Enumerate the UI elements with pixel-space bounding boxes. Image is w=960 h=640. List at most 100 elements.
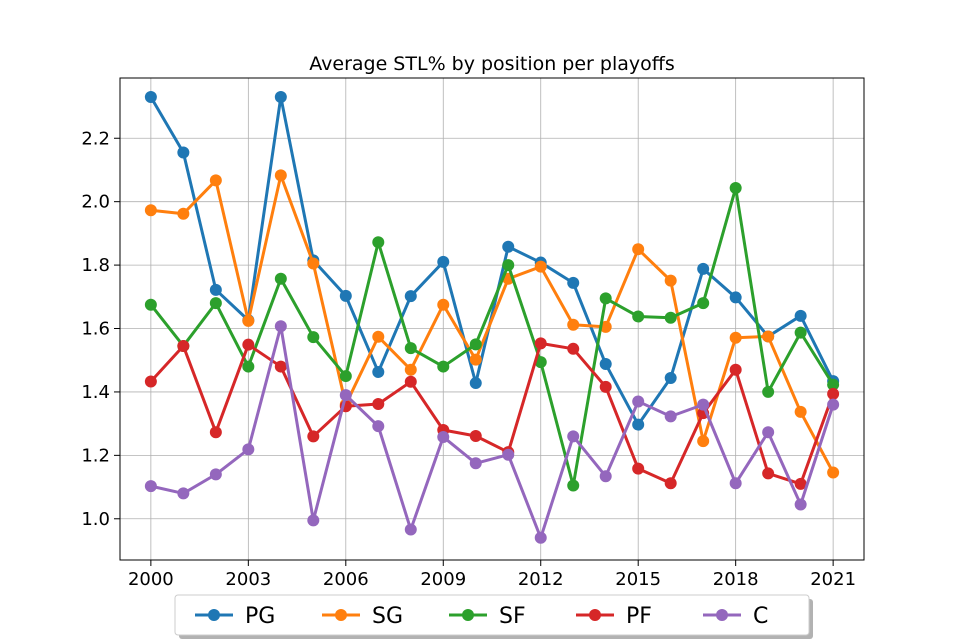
data-point [274, 320, 287, 333]
data-point [632, 395, 645, 408]
data-point [339, 389, 352, 402]
data-point [632, 418, 645, 431]
data-point [762, 385, 775, 398]
data-point [794, 477, 807, 490]
data-point [307, 430, 320, 443]
y-tick-label: 1.0 [81, 509, 110, 530]
data-point [729, 477, 742, 490]
data-point [469, 338, 482, 351]
data-point [729, 331, 742, 344]
legend-label: C [753, 604, 768, 629]
data-point [177, 146, 190, 159]
data-point [697, 297, 710, 310]
y-tick-label: 1.8 [81, 255, 110, 276]
data-point [437, 298, 450, 311]
legend-item-pf: PF [576, 604, 652, 629]
data-point [242, 360, 255, 373]
legend-swatch-marker [462, 609, 474, 621]
data-point [632, 310, 645, 323]
data-point [567, 276, 580, 289]
series-line [149, 95, 835, 427]
data-point [697, 262, 710, 275]
legend-item-sf: SF [449, 604, 526, 629]
data-point [372, 236, 385, 249]
data-point [599, 292, 612, 305]
data-point [404, 290, 417, 303]
data-point [274, 169, 287, 182]
data-point [144, 298, 157, 311]
data-point [729, 291, 742, 304]
x-tick-label: 2000 [128, 569, 174, 590]
data-point [437, 255, 450, 268]
data-point [827, 398, 840, 411]
data-point [469, 377, 482, 390]
data-point [274, 272, 287, 285]
data-point [827, 378, 840, 391]
series-pf [144, 337, 840, 490]
x-tick-label: 2009 [420, 569, 466, 590]
series-line [149, 341, 835, 486]
data-point [664, 477, 677, 490]
data-point [599, 358, 612, 371]
data-point [307, 514, 320, 527]
data-point [177, 207, 190, 220]
legend-swatch-marker [208, 609, 220, 621]
data-point [209, 283, 222, 296]
data-point [762, 330, 775, 343]
legend-swatch-marker [589, 609, 601, 621]
data-point [534, 260, 547, 273]
data-point [502, 448, 515, 461]
x-tick-label: 2003 [225, 569, 271, 590]
legend-box [174, 594, 810, 636]
legend-label: PF [626, 604, 652, 629]
data-point [794, 498, 807, 511]
y-tick-label: 1.2 [81, 445, 110, 466]
series-pg [144, 91, 840, 431]
data-point [469, 353, 482, 366]
data-point [664, 274, 677, 287]
x-tick-label: 2018 [713, 569, 759, 590]
data-point [144, 480, 157, 493]
data-point [794, 326, 807, 339]
data-point [242, 443, 255, 456]
series-line [149, 186, 835, 487]
data-point [599, 380, 612, 393]
legend-swatch-marker [335, 609, 347, 621]
legend-item-sg: SG [322, 604, 403, 629]
data-point [534, 337, 547, 350]
data-point [664, 371, 677, 384]
series-line [150, 324, 835, 540]
legend-label: SG [372, 604, 403, 629]
data-point [502, 240, 515, 253]
data-point [372, 330, 385, 343]
data-point [404, 375, 417, 388]
series-sg [144, 169, 840, 479]
data-point [762, 467, 775, 480]
data-point [827, 466, 840, 479]
data-point [567, 318, 580, 331]
x-axis: 2000 2003 2006 2009 2012 2015 2018 2021 [128, 560, 856, 590]
data-point [404, 363, 417, 376]
data-point [372, 397, 385, 410]
y-axis: 1.0 1.2 1.4 1.6 1.8 2.0 2.2 [81, 128, 120, 530]
y-tick-label: 1.4 [81, 382, 110, 403]
data-point [437, 360, 450, 373]
data-point [697, 435, 710, 448]
legend-label: PG [245, 604, 275, 629]
data-point [632, 462, 645, 475]
data-point [274, 360, 287, 373]
legend-swatch-marker [716, 609, 728, 621]
data-point [762, 426, 775, 439]
data-point [437, 430, 450, 443]
legend-item-pg: PG [195, 604, 275, 629]
data-point [469, 430, 482, 443]
y-tick-label: 2.2 [81, 128, 110, 149]
series-layer [144, 91, 840, 544]
data-point [339, 289, 352, 302]
data-point [567, 479, 580, 492]
legend: PG SG SF PF C [174, 594, 813, 639]
x-tick-label: 2012 [518, 569, 564, 590]
data-point [599, 470, 612, 483]
data-point [177, 339, 190, 352]
data-point [664, 311, 677, 324]
